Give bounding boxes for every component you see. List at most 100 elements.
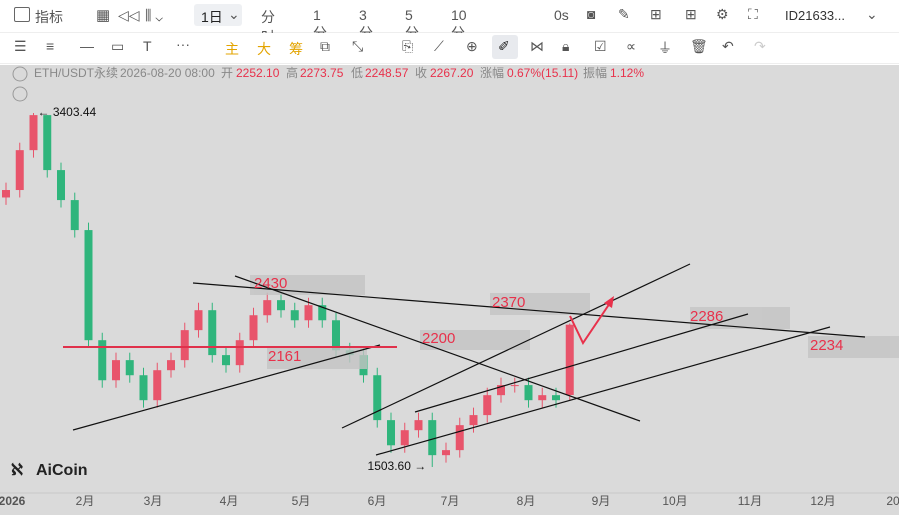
pen-icon[interactable]: ✎ — [618, 6, 630, 22]
candle-body — [332, 320, 340, 351]
more-icon[interactable]: ··· — [176, 36, 190, 52]
chips-button[interactable]: 筹 — [289, 41, 303, 57]
fullscreen-icon[interactable]: ⛶ — [748, 6, 758, 22]
candle-body — [194, 310, 203, 331]
x-tick-label: 2026 — [0, 494, 26, 508]
level-label: 2234 — [810, 337, 843, 354]
text-icon[interactable]: T — [143, 38, 152, 54]
draw-toolbar: ☰ ≡ — ▭ T ··· 主 大 筹 ⧉ ⤡ ⎘ ⟋ ⊕ ✐ ⋈ 🔒︎ ☑ ∝… — [0, 33, 899, 64]
candle-body — [483, 395, 492, 416]
lock-icon[interactable]: 🔒︎ — [562, 38, 570, 54]
ray-icon[interactable]: — — [80, 38, 94, 54]
redo-icon[interactable]: ↷ — [754, 38, 766, 54]
account-caret: ⌄ — [866, 6, 878, 22]
x-tick-label: 11月 — [738, 494, 762, 508]
brush-icon[interactable]: ✐ — [498, 38, 510, 54]
trend-line — [341, 263, 691, 429]
candle-body — [455, 425, 464, 451]
info-close-label: 收 — [415, 66, 427, 80]
candle-type-icon[interactable]: ⫼ ⌄ — [145, 7, 163, 23]
account[interactable]: ID21633... — [785, 8, 845, 23]
layout-icon[interactable]: ▦ — [96, 7, 111, 24]
candle-body — [153, 370, 162, 401]
candle-body — [98, 340, 107, 381]
info-close: 2267.20 — [430, 66, 474, 80]
countdown: 0s — [554, 7, 569, 23]
max-label: ← 3403.44 — [38, 105, 97, 119]
add-icon[interactable]: ⊞ — [650, 6, 662, 22]
x-tick-label: 2月 — [76, 494, 95, 508]
candle-body — [400, 430, 409, 446]
label-box — [490, 293, 590, 315]
candle-body — [497, 385, 505, 396]
candle-body — [414, 420, 423, 431]
collapse-button[interactable] — [12, 66, 28, 82]
trend-line — [72, 344, 381, 431]
candle-body — [139, 375, 148, 401]
candle-body — [428, 420, 437, 456]
rewind-icon[interactable]: ◁◁ — [118, 7, 140, 23]
rect-icon[interactable]: ▭ — [111, 38, 125, 54]
level-label: 2161 — [268, 348, 301, 365]
camera-icon[interactable]: ◙ — [587, 6, 596, 22]
large-button[interactable]: 大 — [257, 41, 271, 57]
candle-body — [565, 324, 574, 395]
info-amplitude: 1.12% — [610, 66, 644, 80]
tool-icon[interactable]: ⤡ — [352, 38, 364, 54]
level-label: 2286 — [690, 308, 723, 325]
hline-icon[interactable]: ≡ — [46, 38, 55, 54]
magnet-icon[interactable]: ∝ — [626, 38, 637, 54]
candle-body — [387, 420, 395, 446]
zoom-icon[interactable]: ⊕ — [466, 38, 478, 54]
projection-arrow — [569, 299, 613, 346]
candle-body — [70, 200, 79, 231]
candle-body — [235, 340, 244, 366]
info-high-label: 高 — [286, 65, 298, 80]
candle-body — [84, 230, 93, 341]
tool-icon[interactable]: ⧉ — [320, 38, 330, 54]
indicator-button[interactable]: 指标 — [35, 9, 63, 25]
x-tick-label: 8月 — [517, 494, 536, 508]
x-tick-label: 12月 — [810, 494, 835, 508]
candle-body — [538, 395, 547, 401]
tool-icon[interactable]: ⋈ — [530, 38, 544, 54]
candle-body — [208, 310, 217, 356]
info-high: 2273.75 — [300, 66, 344, 80]
main-button[interactable]: 主 — [225, 41, 239, 57]
brush-bg — [492, 35, 518, 59]
tool-icon[interactable]: ☑ — [594, 38, 607, 54]
trend-line — [375, 326, 831, 456]
chart: ETH/USDT永续 2026-08-20 08:00 开 2252.10 高 2273.… — [0, 65, 899, 515]
ruler-icon[interactable]: ⟋ — [434, 38, 444, 54]
settings-icon[interactable]: ⚙ — [716, 6, 729, 22]
info-amplitude-label: 振幅 — [583, 65, 607, 80]
level-label: 2370 — [492, 294, 525, 311]
tool-icon[interactable]: ⎘ — [402, 38, 414, 54]
trend-lines — [72, 263, 866, 456]
grid-icon[interactable]: ⊞ — [685, 6, 697, 22]
expand-button[interactable] — [12, 86, 28, 102]
candle-body — [524, 385, 533, 401]
delete-icon[interactable]: 🗑︎ — [690, 38, 708, 54]
x-tick-label: 9月 — [592, 494, 611, 508]
top-toolbar: 指标 ▦ ◁◁ ⫼ ⌄ 1日 ⌄ 分时1分3分5分10分 0s ◙ ✎ ⊞ ⊞ … — [0, 0, 899, 45]
interval-button[interactable]: 1日 — [201, 9, 223, 25]
info-low-label: 低 — [351, 66, 363, 80]
info-change-label: 涨幅 — [480, 65, 504, 80]
x-tick-label: 5月 — [292, 494, 311, 508]
chart-bg — [0, 65, 899, 515]
info-low: 2248.57 — [365, 66, 409, 80]
x-axis: 2026 2月 3月 4月 5月 6月 7月 8月 9月 10月 11月 12月 20 — [0, 494, 899, 508]
x-tick-label: 10月 — [662, 494, 687, 508]
x-tick-label: 7月 — [441, 494, 460, 508]
label-box — [420, 330, 530, 350]
interval-bg — [194, 4, 242, 26]
label-box — [267, 347, 367, 369]
min-label: 1503.60 → — [368, 459, 427, 473]
undo-icon[interactable]: ↶ — [722, 38, 734, 54]
level-label: 2430 — [254, 275, 287, 292]
candle-body — [552, 395, 560, 401]
filter-icon[interactable]: ⏚ — [658, 40, 672, 56]
menu-icon[interactable]: ☰ — [14, 38, 27, 54]
